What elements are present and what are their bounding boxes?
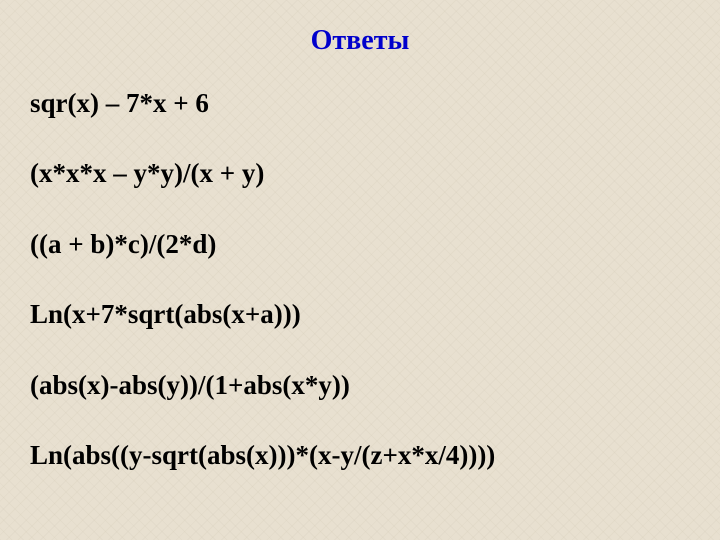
expression-line: Ln(x+7*sqrt(abs(x+a))): [30, 298, 690, 330]
page-title: Ответы: [30, 25, 690, 57]
expression-line: ((a + b)*c)/(2*d): [30, 228, 690, 260]
expression-line: (x*x*x – y*y)/(x + y): [30, 157, 690, 189]
expression-line: sqr(x) – 7*x + 6: [30, 87, 690, 119]
expression-line: Ln(abs((y-sqrt(abs(x)))*(x-y/(z+x*x/4)))…: [30, 439, 690, 471]
expression-line: (abs(x)-abs(y))/(1+abs(x*y)): [30, 369, 690, 401]
